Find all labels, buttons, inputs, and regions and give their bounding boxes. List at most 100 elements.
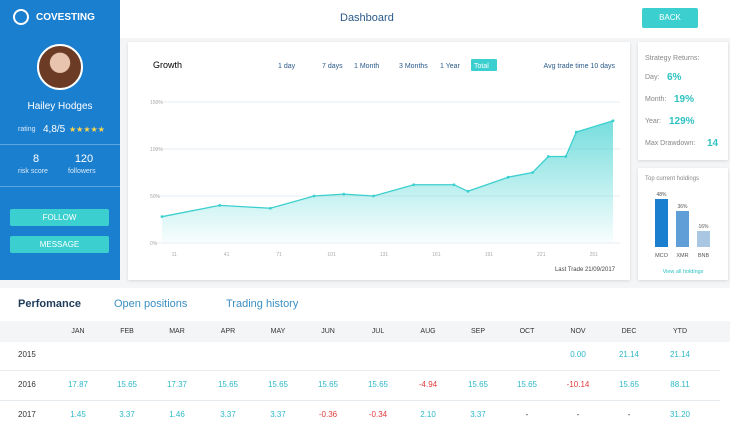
point xyxy=(531,171,534,174)
point xyxy=(312,194,316,198)
y-tick-label: 100% xyxy=(150,147,163,153)
period-button[interactable]: 3 Months xyxy=(399,63,428,70)
top-bar xyxy=(120,0,730,38)
tab[interactable]: Perfomance xyxy=(18,298,81,310)
column-header: MAR xyxy=(169,328,185,335)
cell: 0.00 xyxy=(570,350,586,359)
column-header: NOV xyxy=(570,328,586,335)
cell: 15.65 xyxy=(116,380,138,389)
cell: 2.10 xyxy=(420,410,436,419)
cell: 15.65 xyxy=(516,380,538,389)
column-header: APR xyxy=(220,328,236,335)
return-value: 14 xyxy=(707,138,719,149)
point xyxy=(564,155,568,158)
tab[interactable]: Open positions xyxy=(114,298,188,310)
value-label: 36% xyxy=(677,204,688,210)
column-header: OCT xyxy=(519,328,535,335)
row-year: 2017 xyxy=(18,410,36,419)
period-button[interactable]: Total xyxy=(474,63,489,70)
bar xyxy=(697,231,710,247)
column-header: JUN xyxy=(321,328,335,335)
cell: -0.36 xyxy=(318,410,338,419)
followers: 120 xyxy=(74,153,94,165)
row-divider xyxy=(0,370,720,371)
x-tick-label: 131 xyxy=(380,252,389,258)
risk: 8 xyxy=(32,153,40,165)
return-value: 19% xyxy=(674,94,695,105)
cell: -0.34 xyxy=(368,410,388,419)
cell: 15.65 xyxy=(317,380,339,389)
value-label: 16% xyxy=(698,224,709,230)
return-value: 6% xyxy=(667,72,682,83)
return-label: Year: xyxy=(645,118,662,125)
holdings-link[interactable]: View all holdings xyxy=(663,269,704,275)
column-header: AUG xyxy=(420,328,436,335)
returns-panel xyxy=(638,42,728,160)
cell: - xyxy=(576,410,580,419)
cell: 3.37 xyxy=(220,410,236,419)
cell: - xyxy=(525,410,529,419)
cell: 31.20 xyxy=(669,410,691,419)
row-year: 2015 xyxy=(18,350,36,359)
x-tick-label: 71 xyxy=(276,252,282,258)
cell: 17.87 xyxy=(67,380,89,389)
logo-icon xyxy=(13,9,29,25)
cell: - xyxy=(627,410,631,419)
logo: COVESTING xyxy=(36,12,95,23)
message-button[interactable]: MESSAGE xyxy=(10,236,109,253)
point xyxy=(466,189,470,193)
cell: 15.65 xyxy=(217,380,239,389)
cell: 1.45 xyxy=(70,410,86,419)
return-label: Month: xyxy=(645,96,667,103)
period-button[interactable]: 1 Year xyxy=(440,63,461,70)
cell: 88.11 xyxy=(670,380,690,389)
point xyxy=(452,183,456,187)
cell: 3.37 xyxy=(119,410,135,419)
column-header: YTD xyxy=(673,328,687,335)
period-active xyxy=(471,59,497,71)
row-year: 2016 xyxy=(18,380,36,389)
point xyxy=(372,194,375,198)
point xyxy=(342,192,346,196)
holdings-chart: Top current holdings 48% MCO 36% XMR 16% BNB Vi… xyxy=(645,176,710,275)
column-header: MAY xyxy=(270,328,286,335)
name: Hailey Hodges xyxy=(27,101,93,112)
cell: 3.37 xyxy=(270,410,286,419)
title: Dashboard xyxy=(340,12,394,24)
period-button[interactable]: 1 Month xyxy=(354,63,379,70)
cell: -10.14 xyxy=(566,380,590,389)
point xyxy=(574,130,578,134)
stars: ★★★★★ xyxy=(69,125,105,134)
tab[interactable]: Trading history xyxy=(226,298,299,310)
x-tick-label: 41 xyxy=(224,252,230,258)
area xyxy=(161,120,614,243)
footnote: Last Trade 21/09/2017 xyxy=(555,267,616,273)
point xyxy=(412,183,416,187)
return-value: 129% xyxy=(669,116,695,127)
x-tick-label: 221 xyxy=(537,252,546,258)
cell: 17.37 xyxy=(166,380,188,389)
y-tick-label: 0% xyxy=(150,241,158,247)
bottom-panel xyxy=(0,288,730,438)
row-divider xyxy=(0,400,720,401)
period-button[interactable]: 1 day xyxy=(278,63,296,70)
back-button[interactable]: BACK xyxy=(642,8,698,28)
point xyxy=(160,215,164,219)
cell: 1.46 xyxy=(169,410,185,419)
period-button[interactable]: 7 days xyxy=(322,63,343,70)
cell: -4.94 xyxy=(418,380,438,389)
y-tick-label: 150% xyxy=(150,100,163,106)
follow-button[interactable]: FOLLOW xyxy=(10,209,109,226)
point xyxy=(611,119,615,123)
x-tick-label: 161 xyxy=(432,252,441,258)
risk-label: risk score xyxy=(18,168,48,175)
returns-title: Strategy Returns: xyxy=(645,55,700,62)
bar xyxy=(676,211,689,247)
category-label: XMR xyxy=(676,253,688,259)
followers-label: followers xyxy=(68,168,96,175)
column-header: DEC xyxy=(621,328,637,335)
header-row xyxy=(0,321,730,342)
column-header: SEP xyxy=(470,328,485,335)
point xyxy=(506,175,510,179)
return-label: Max Drawdown: xyxy=(645,140,696,147)
